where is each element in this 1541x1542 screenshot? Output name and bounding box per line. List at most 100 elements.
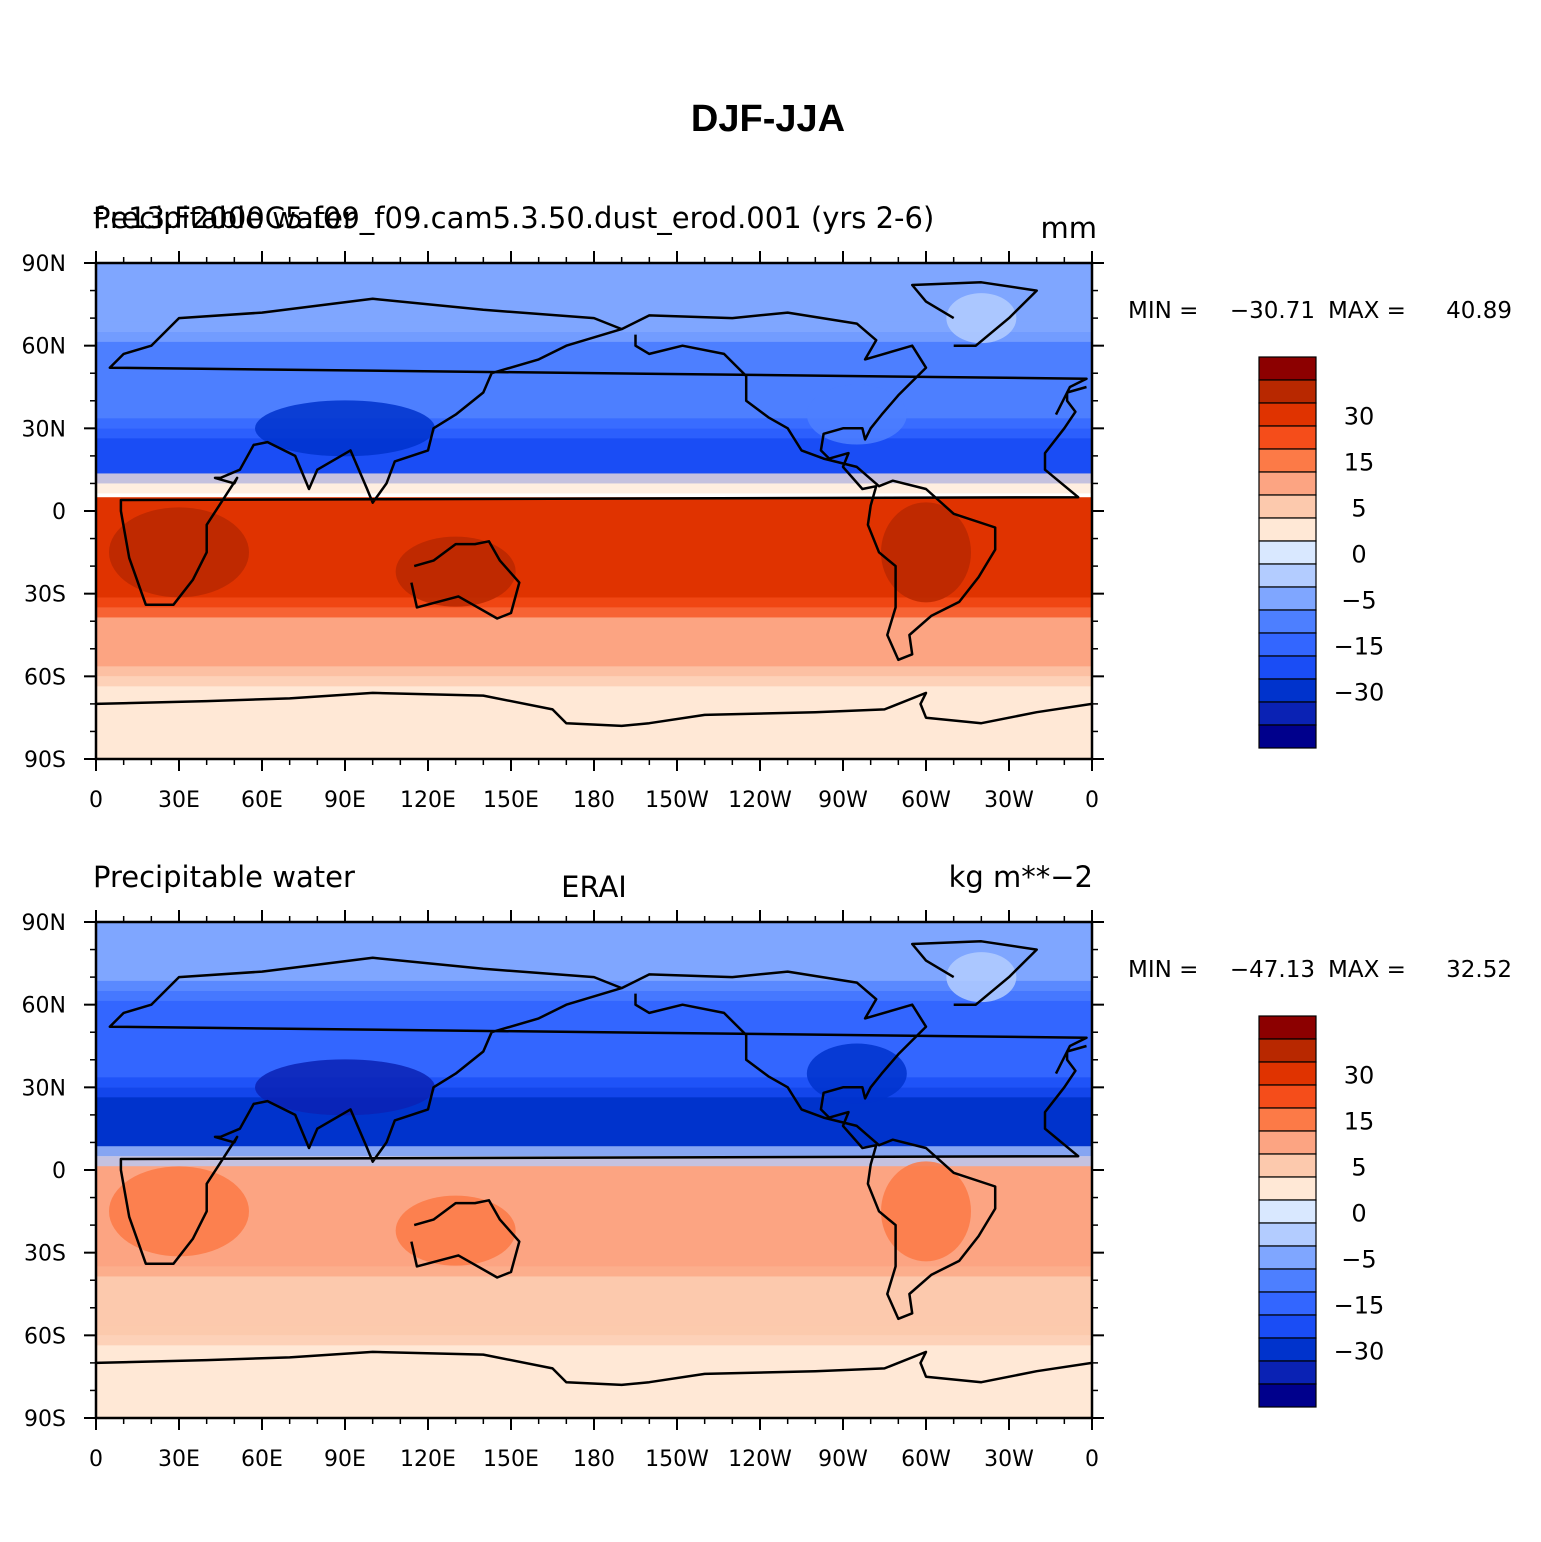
colorbar-box	[1258, 1176, 1317, 1201]
band-transition	[96, 1256, 1092, 1277]
x-tick-label: 120E	[400, 1447, 456, 1472]
blob-australia	[395, 536, 516, 607]
band-transition	[96, 597, 1092, 618]
blob-africa	[109, 507, 249, 598]
region-antarctica	[96, 1335, 1092, 1418]
map-plot: 0 30E 60E 90E 120E 150E 180 150W 120W 90W 60W 30W 09…	[22, 910, 1104, 1472]
band-transition	[96, 666, 1092, 687]
figure-title: DJF-JJA	[691, 98, 845, 140]
colorbar-label: −30	[1334, 679, 1385, 707]
stat-max-value: 32.52	[1446, 957, 1512, 983]
blob-greenland	[946, 293, 1017, 344]
right-string: mm	[1041, 211, 1098, 245]
left-string: Precipitable water	[93, 860, 355, 894]
colorbar-label: −30	[1334, 1338, 1385, 1366]
x-tick-label: 150W	[645, 788, 709, 813]
coastline-2	[621, 311, 997, 662]
blob-north-america	[806, 1043, 907, 1104]
x-tick-label: 60E	[241, 1447, 283, 1472]
colorbar-box	[1258, 586, 1317, 611]
blob-tibet	[255, 1059, 435, 1116]
x-tick-label: 30W	[984, 788, 1034, 813]
x-tick-label: 90E	[324, 788, 366, 813]
colorbar-box	[1258, 1360, 1317, 1385]
stat-max-label: MAX =	[1328, 298, 1406, 324]
colorbar-box	[1258, 402, 1317, 427]
blob-africa	[109, 1166, 249, 1257]
colorbar-label: 15	[1344, 449, 1375, 477]
band-transition	[96, 1325, 1092, 1346]
stat-max-label: MAX =	[1328, 957, 1406, 983]
colorbar-box	[1258, 1153, 1317, 1178]
x-tick-label: 120W	[728, 1447, 792, 1472]
coastline-4	[96, 1350, 1092, 1387]
colorbar-box	[1258, 425, 1317, 450]
region-subtropics-north	[96, 1087, 1092, 1157]
colorbar-label: −15	[1334, 633, 1385, 661]
y-tick-label: 30S	[24, 1242, 66, 1267]
colorbar-label: 15	[1344, 1108, 1375, 1136]
x-tick-label: 0	[89, 1447, 103, 1472]
x-tick-label: 0	[1085, 788, 1099, 813]
y-tick-label: 60N	[22, 994, 66, 1019]
x-tick-label: 150E	[483, 788, 539, 813]
coastline-3	[910, 281, 1038, 347]
region-north-midlat	[96, 990, 1092, 1088]
stat-min-value: −47.13	[1230, 957, 1315, 983]
y-tick-label: 30S	[24, 583, 66, 608]
colorbar-box	[1258, 1291, 1317, 1316]
colorbar-label: −5	[1341, 1246, 1376, 1274]
colorbar-box	[1258, 379, 1317, 404]
x-tick-label: 30E	[158, 1447, 200, 1472]
band-transition	[96, 1077, 1092, 1098]
colorbar-box	[1258, 517, 1317, 542]
band-transition	[96, 1146, 1092, 1167]
colorbar: 30 15 5 0 −5 −15 −30	[1258, 356, 1385, 749]
x-tick-label: 120E	[400, 788, 456, 813]
colorbar-box	[1258, 1383, 1317, 1408]
y-tick-label: 90S	[24, 748, 66, 773]
region-north-polar	[96, 922, 1092, 991]
x-tick-label: 180	[573, 1447, 615, 1472]
coastline-1	[410, 1199, 521, 1279]
center-string: ERAI	[561, 870, 627, 904]
colorbar-box	[1258, 1222, 1317, 1247]
band-transition	[96, 418, 1092, 439]
y-tick-label: 60S	[24, 1324, 66, 1349]
panel-reference: Precipitable water ERAI kg m**−2 MIN = −…	[22, 860, 1512, 1472]
x-tick-label: 30E	[158, 788, 200, 813]
colorbar-box	[1258, 701, 1317, 726]
colorbar-box	[1258, 356, 1317, 381]
region-north-polar	[96, 263, 1092, 332]
colorbar-box	[1258, 724, 1317, 749]
region-southern-midlat	[96, 1266, 1092, 1336]
stat-min-label: MIN =	[1128, 298, 1198, 324]
left-string: Precipitable water	[93, 201, 355, 235]
region-southern-midlat	[96, 607, 1092, 677]
colorbar-box	[1258, 1268, 1317, 1293]
x-tick-label: 180	[573, 788, 615, 813]
x-tick-label: 60W	[901, 1447, 951, 1472]
band-transition	[96, 321, 1092, 342]
y-tick-label: 30N	[22, 1076, 66, 1101]
y-tick-label: 60N	[22, 335, 66, 360]
colorbar-box	[1258, 1245, 1317, 1270]
colorbar-box	[1258, 1337, 1317, 1362]
coastline-0	[108, 956, 1088, 1265]
colorbar-box	[1258, 1314, 1317, 1339]
y-tick-label: 90S	[24, 1407, 66, 1432]
colorbar-box	[1258, 655, 1317, 680]
colorbar-label: −15	[1334, 1292, 1385, 1320]
coastline-1	[410, 540, 521, 620]
colorbar-label: 0	[1351, 541, 1366, 569]
blob-south-america	[881, 1161, 971, 1262]
band-transition	[96, 980, 1092, 1001]
y-tick-label: 90N	[22, 252, 66, 277]
colorbar-box	[1258, 563, 1317, 588]
colorbar-label: 5	[1351, 1154, 1366, 1182]
colorbar-label: 30	[1344, 403, 1375, 431]
blob-australia	[395, 1195, 516, 1266]
right-string: kg m**−2	[949, 860, 1093, 894]
colorbar-label: 30	[1344, 1062, 1375, 1090]
